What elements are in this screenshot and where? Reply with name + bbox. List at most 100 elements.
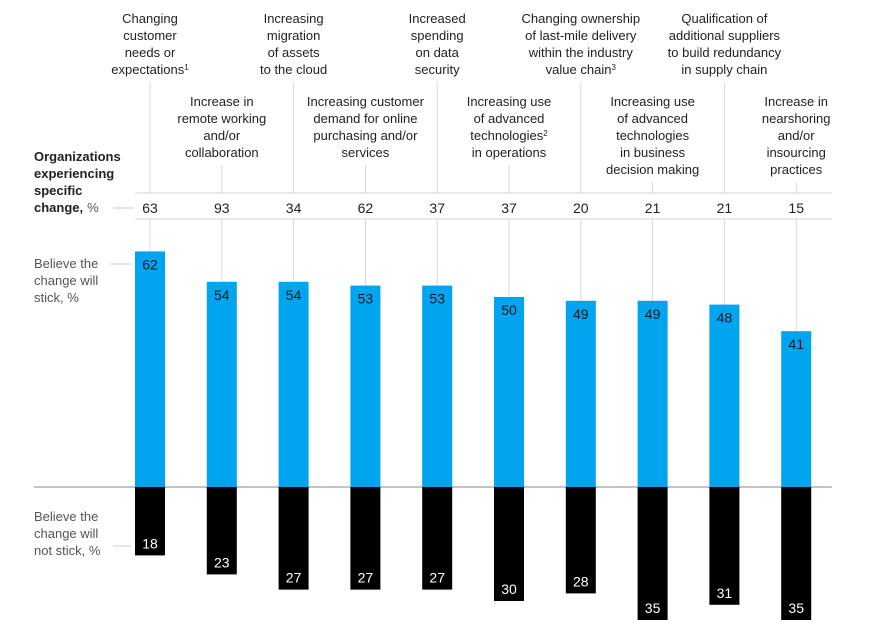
category-label: Increasing customer demand for online purc…: [307, 94, 425, 160]
experiencing-values: 63 93 34 62 37 37 20 21 21 15: [142, 200, 804, 216]
category-label: Increase in remote working and/or collabora…: [177, 94, 266, 160]
bar-not-stick: [565, 487, 596, 594]
bar-stick: [135, 251, 165, 487]
experiencing-value: 15: [788, 200, 804, 216]
category-label-line: services: [342, 145, 390, 160]
bar-stick-value: 49: [645, 306, 661, 322]
category-label: Increasing migration of assets to the cloud: [260, 11, 327, 77]
category-label-line: customer: [123, 28, 177, 43]
footnote-marker: 2: [543, 129, 548, 138]
bar-stick-value: 49: [573, 306, 589, 322]
category-label-line: technologies: [616, 128, 689, 143]
bar-not-stick-value: 27: [429, 570, 445, 586]
series-label: Believe the change will not stick, %: [34, 509, 101, 558]
footnote-marker: 1: [184, 63, 189, 72]
category-label: Increased spending on data security: [409, 11, 466, 77]
category-label-line: Increasing customer: [307, 94, 425, 109]
category-label-line: Qualification of: [681, 11, 767, 26]
series-label-line: Believe the: [34, 256, 98, 271]
bar-stick-value: 48: [717, 310, 733, 326]
experiencing-value: 21: [645, 200, 661, 216]
category-label-line: insourcing: [767, 145, 826, 160]
bar-not-stick: [278, 487, 309, 590]
row-label-line: Organizations: [34, 149, 121, 164]
bar-stick: [637, 300, 668, 487]
footnote-marker: 3: [611, 63, 616, 72]
bar-not-stick: [781, 487, 812, 620]
bar-stick-value: 50: [501, 302, 517, 318]
category-label-line: nearshoring: [762, 111, 831, 126]
category-labels: Changing customer needs or expectations1 Inc…: [111, 11, 830, 177]
bar-not-stick: [709, 487, 740, 605]
experiencing-row-label: Organizations experiencing specific change,…: [34, 149, 121, 215]
row-label-line: experiencing: [34, 166, 114, 181]
bar-not-stick-value: 31: [717, 585, 733, 601]
category-label-line: on data: [416, 45, 460, 60]
category-label-line: and/or: [203, 128, 241, 143]
row-labels: Organizations experiencing specific change,…: [34, 149, 121, 558]
bar-not-stick: [206, 487, 237, 575]
category-label-line: decision making: [606, 162, 699, 177]
category-label: Increase in nearshoring and/or insourcing pr…: [762, 94, 831, 177]
category-label-line: of advanced: [474, 111, 545, 126]
bar-stick-value: 54: [214, 287, 230, 303]
bar-stick-value: 53: [429, 291, 445, 307]
category-label-line: of assets: [268, 45, 321, 60]
category-label-line: value chain: [546, 62, 612, 77]
bar-not-stick-value: 27: [358, 570, 374, 586]
category-label-line: Increased: [409, 11, 466, 26]
category-label-line: to the cloud: [260, 62, 327, 77]
experiencing-value: 34: [286, 200, 302, 216]
experiencing-value: 93: [214, 200, 230, 216]
category-label-line: additional suppliers: [669, 28, 781, 43]
category-label-line: and/or: [778, 128, 816, 143]
category-label-line: Increase in: [764, 94, 828, 109]
bar-not-stick-value: 23: [214, 554, 230, 570]
experiencing-value: 63: [142, 200, 158, 216]
bar-stick-value: 53: [358, 291, 374, 307]
category-label-line: of last-mile delivery: [525, 28, 637, 43]
experiencing-value: 20: [573, 200, 589, 216]
category-label-line: Increasing use: [610, 94, 695, 109]
bar-stick: [206, 281, 237, 487]
bar-not-stick: [350, 487, 381, 590]
row-label-line: change,: [34, 200, 83, 215]
bar-not-stick-value: 30: [501, 581, 517, 597]
category-label-line: Increasing use: [467, 94, 552, 109]
category-label-line: Increase in: [190, 94, 254, 109]
experiencing-value: 62: [358, 200, 374, 216]
category-label-line: collaboration: [185, 145, 259, 160]
bar-stick: [565, 300, 596, 487]
series-label-line: change will: [34, 526, 98, 541]
row-label-unit: %: [87, 200, 99, 215]
category-label-line: to build redundancy: [668, 45, 782, 60]
category-label-line: migration: [267, 28, 320, 43]
experiencing-value: 21: [717, 200, 733, 216]
series-label-line: stick, %: [34, 290, 79, 305]
experiencing-value: 37: [501, 200, 517, 216]
category-label-line: expectations: [111, 62, 184, 77]
category-label-line: spending: [411, 28, 464, 43]
category-label-line: demand for online: [313, 111, 417, 126]
experiencing-value: 37: [429, 200, 445, 216]
series-label-line: Believe the: [34, 509, 98, 524]
bar-not-stick: [135, 487, 165, 556]
bar-not-stick: [494, 487, 524, 601]
category-label-line: technologies: [470, 128, 543, 143]
bar-stick-value: 62: [142, 256, 158, 272]
category-label-line: Changing: [122, 11, 178, 26]
bar-not-stick-value: 35: [645, 600, 661, 616]
row-label-line: specific: [34, 183, 82, 198]
category-label-line: of advanced: [617, 111, 688, 126]
category-label-line: practices: [770, 162, 823, 177]
category-label-line: needs or: [125, 45, 176, 60]
category-label-line: Changing ownership: [522, 11, 641, 26]
bar-not-stick-value: 35: [788, 600, 804, 616]
bars: 62 18 54 23 54 27 53 27 53 27 50 30 49 28 49 35 48 31 41 35: [135, 251, 812, 620]
bar-not-stick: [637, 487, 668, 620]
bar-stick-value: 41: [788, 336, 804, 352]
series-label-line: not stick, %: [34, 543, 101, 558]
bar-not-stick: [422, 487, 453, 590]
bar-stick: [494, 297, 524, 487]
